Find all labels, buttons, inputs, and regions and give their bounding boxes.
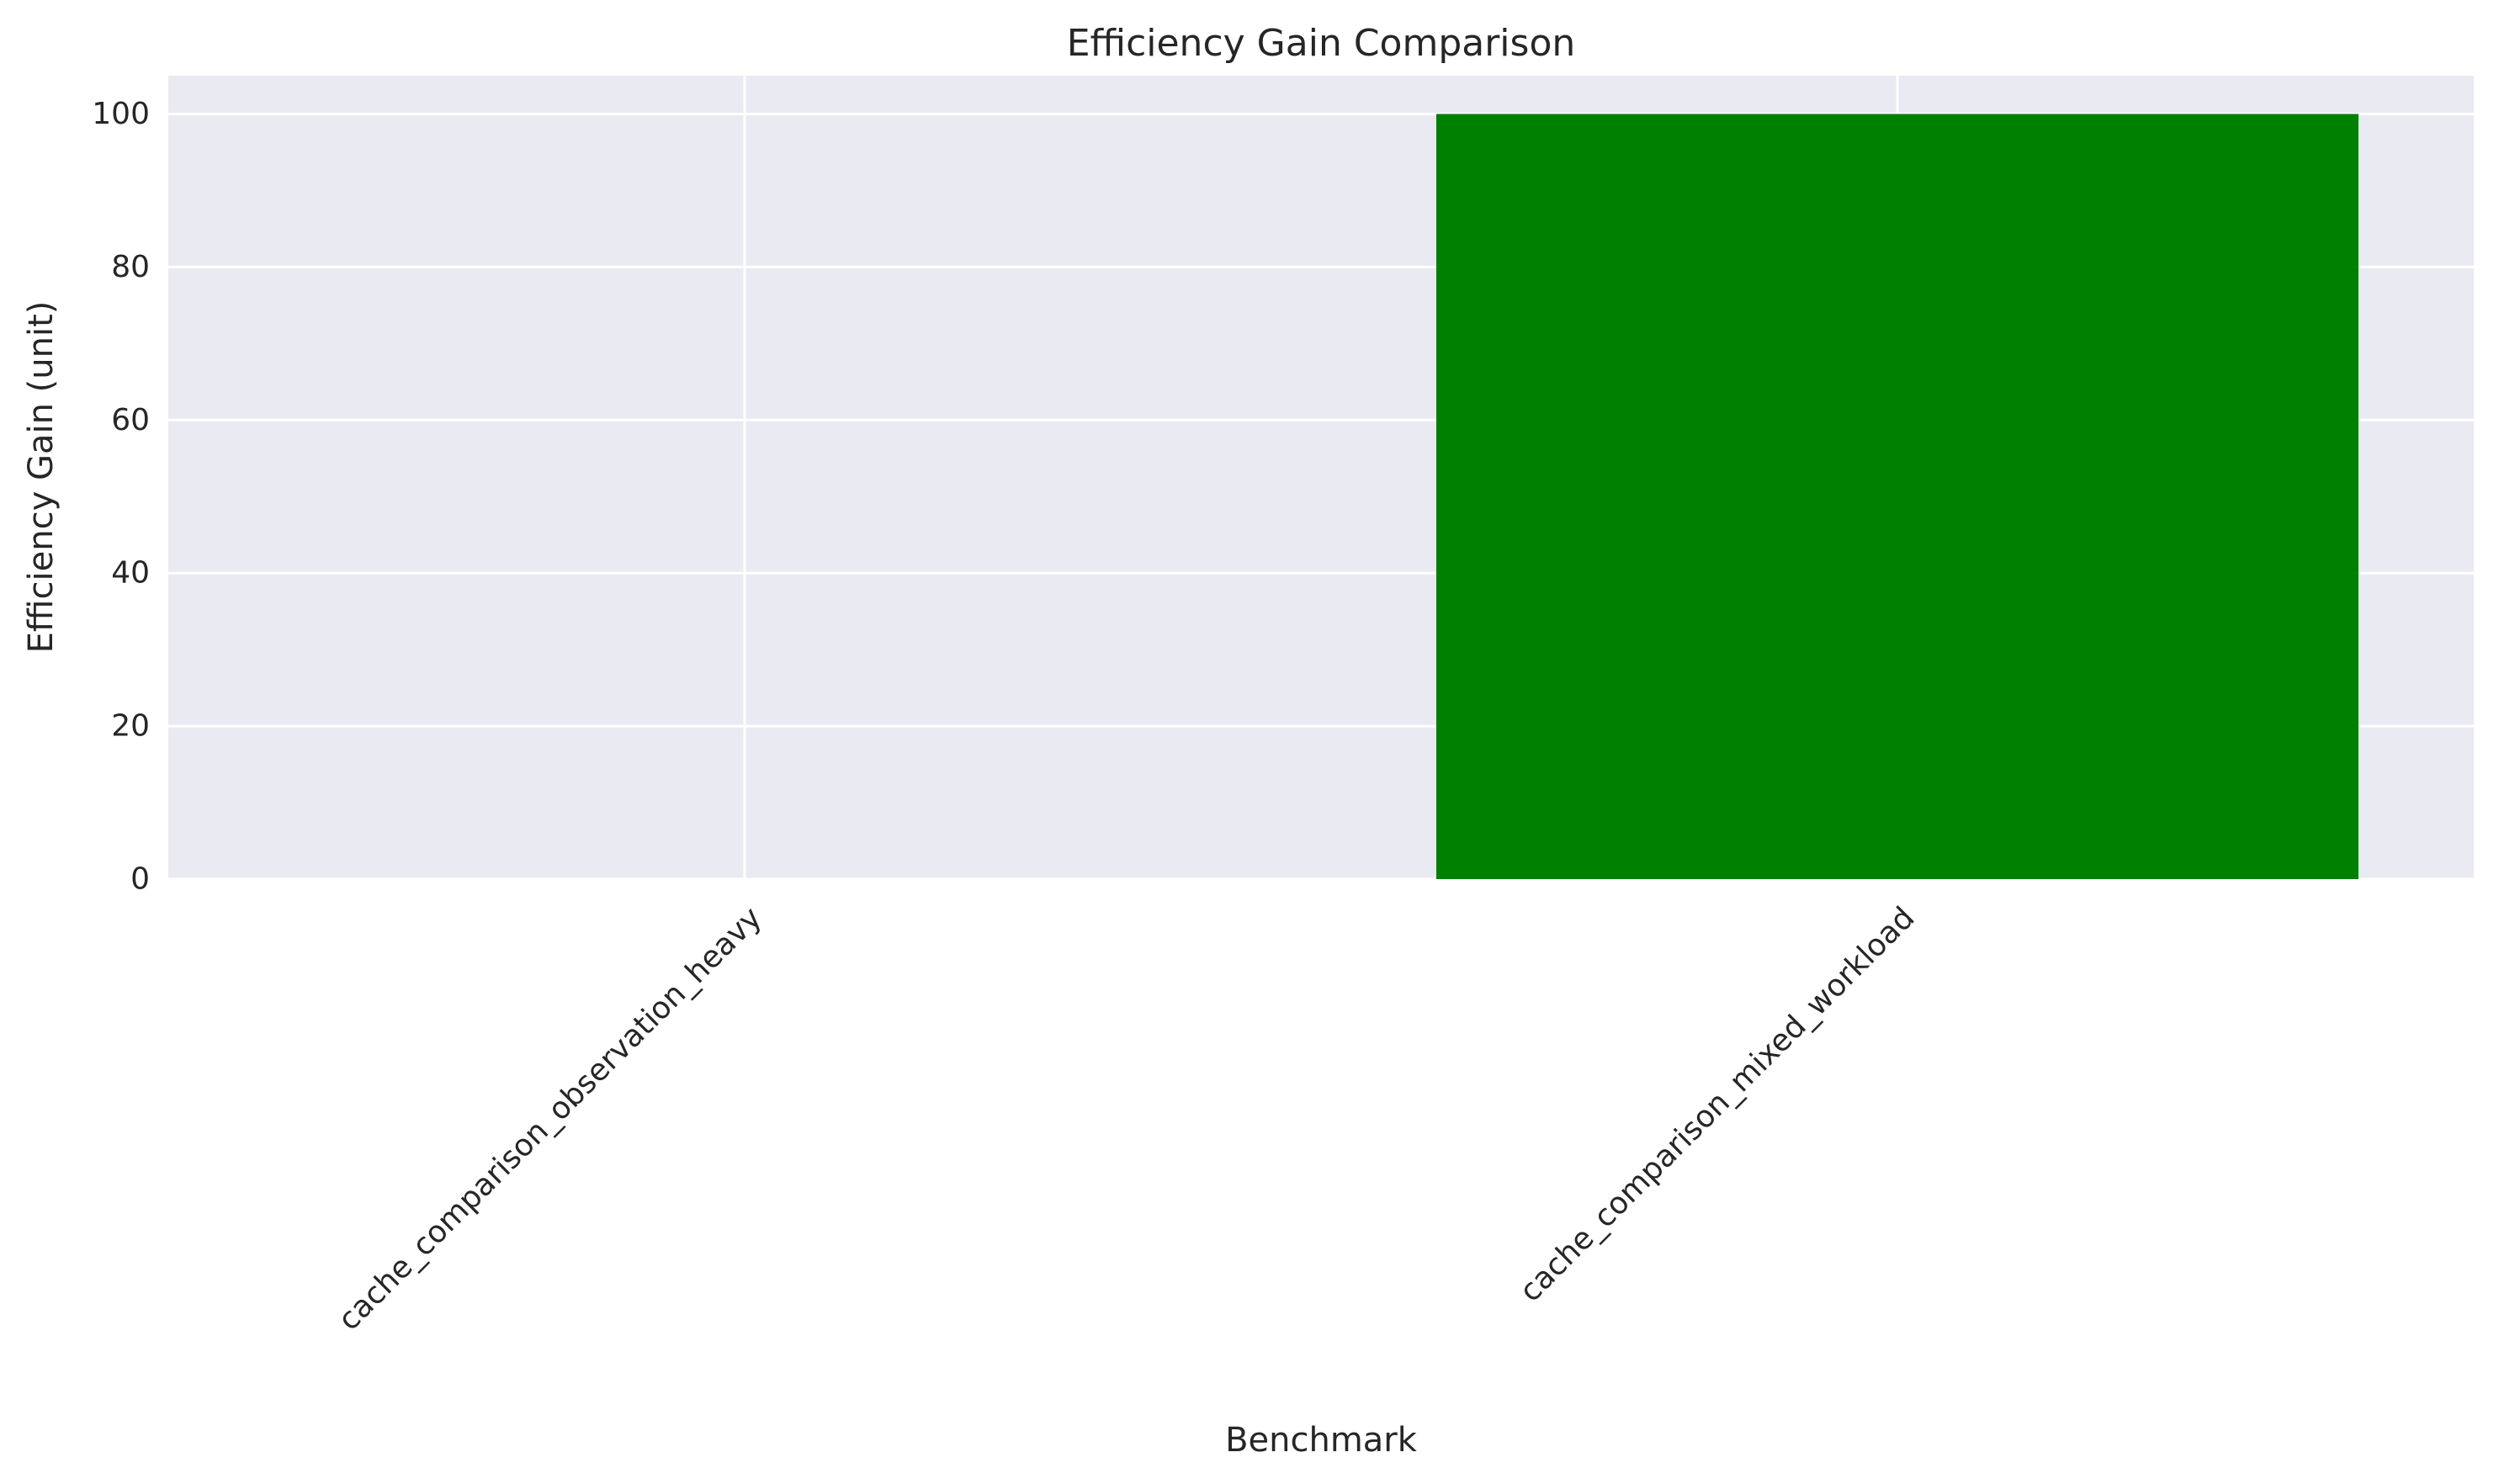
x-axis-label: Benchmark <box>1225 1421 1418 1460</box>
x-tick-labels: cache_comparison_observation_heavy cache_… <box>332 901 1921 1338</box>
x-tick-label: cache_comparison_observation_heavy <box>332 901 768 1338</box>
chart-title: Efficiency Gain Comparison <box>1067 22 1576 65</box>
y-tick-label: 40 <box>111 556 150 591</box>
y-tick-label: 20 <box>111 709 150 744</box>
y-tick-label: 60 <box>111 403 150 437</box>
bar-cache-comparison-mixed-workload <box>1436 114 2358 879</box>
y-tick-labels: 0 20 40 60 80 100 <box>92 97 150 897</box>
y-tick-label: 80 <box>111 250 150 284</box>
y-axis-label: Efficiency Gain (unit) <box>22 301 61 654</box>
bars <box>1436 114 2358 879</box>
y-tick-label: 100 <box>92 97 150 131</box>
x-tick-label: cache_comparison_mixed_workload <box>1513 901 1921 1309</box>
y-tick-label: 0 <box>130 862 150 897</box>
